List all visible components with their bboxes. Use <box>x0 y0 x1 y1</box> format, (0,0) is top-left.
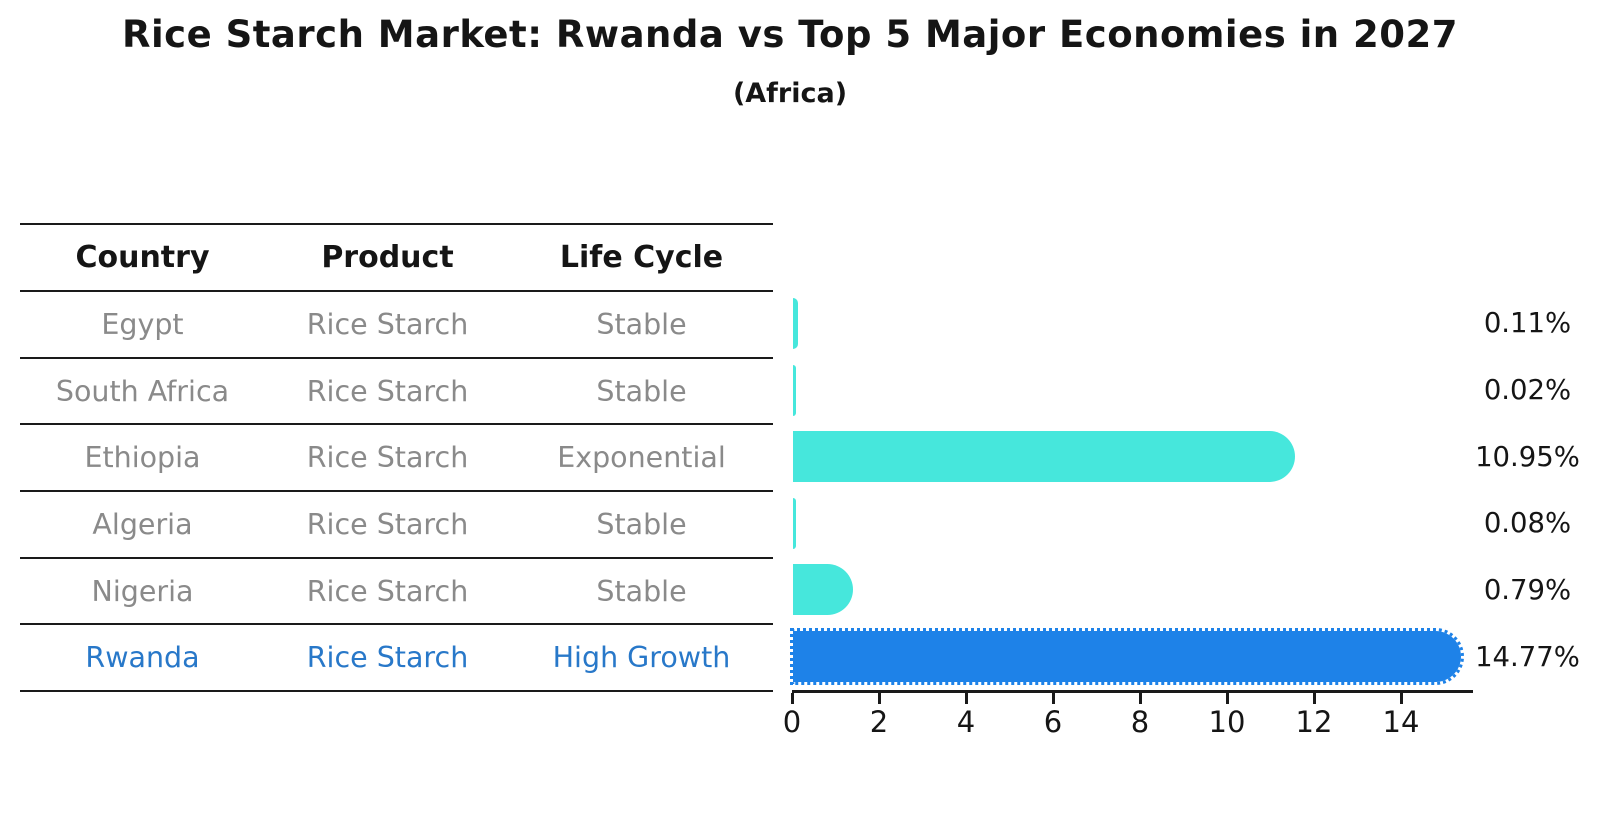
table-row: Ethiopia Rice Starch Exponential <box>20 425 773 493</box>
x-tick-label: 6 <box>1043 705 1063 739</box>
product-cell: Rice Starch <box>306 574 469 608</box>
bar-south-africa <box>793 364 796 416</box>
country-cell: Ethiopia <box>84 441 201 475</box>
x-tick-mark <box>791 693 794 704</box>
table-row: South Africa Rice Starch Stable <box>20 359 773 426</box>
bar-row <box>793 490 1488 557</box>
x-tick-label: 4 <box>956 705 976 739</box>
value-label-nigeria: 0.79% <box>1483 573 1572 606</box>
bar-plot-area <box>789 290 1488 690</box>
x-axis: 0 2 4 6 8 10 12 14 <box>783 690 1473 739</box>
life-cycle-cell: High Growth <box>552 641 731 675</box>
x-tick-mark <box>1400 693 1403 704</box>
value-label-rwanda: 14.77% <box>1475 640 1580 673</box>
bar-algeria <box>793 497 797 549</box>
product-cell: Rice Starch <box>306 374 469 408</box>
country-table: Country Product Life Cycle Egypt Rice St… <box>20 223 773 693</box>
x-tick-mark <box>1139 693 1142 704</box>
x-tick-mark <box>878 693 881 704</box>
value-label-column: 0.11% 0.02% 10.95% 0.08% 0.79% 14.77% <box>1455 290 1600 690</box>
chart-title: Rice Starch Market: Rwanda vs Top 5 Majo… <box>122 13 1458 56</box>
x-tick-label: 2 <box>869 705 889 739</box>
country-cell: Egypt <box>101 307 184 341</box>
column-header-product: Product <box>321 240 454 275</box>
bar-row <box>793 357 1488 424</box>
bar-row <box>793 557 1488 624</box>
chart-subtitle: (Africa) <box>732 78 848 109</box>
x-tick-mark <box>1313 693 1316 704</box>
country-cell: Algeria <box>92 507 193 541</box>
x-tick-mark <box>965 693 968 704</box>
country-cell: South Africa <box>55 374 230 408</box>
bar-rwanda <box>789 628 1465 686</box>
product-cell: Rice Starch <box>306 641 469 675</box>
x-tick-label: 8 <box>1130 705 1150 739</box>
bar-nigeria <box>793 564 854 616</box>
bar-row <box>793 290 1488 357</box>
bar-row <box>793 423 1488 490</box>
column-header-life-cycle: Life Cycle <box>559 240 724 275</box>
bar-egypt <box>793 297 798 349</box>
x-tick-label: 14 <box>1382 705 1420 739</box>
life-cycle-cell: Stable <box>596 307 687 341</box>
table-row-rwanda: Rwanda Rice Starch High Growth <box>20 625 773 693</box>
x-tick-mark <box>1226 693 1229 704</box>
product-cell: Rice Starch <box>306 441 469 475</box>
bar-row <box>789 623 1488 690</box>
life-cycle-cell: Stable <box>596 374 687 408</box>
table-row: Egypt Rice Starch Stable <box>20 292 773 359</box>
value-label-algeria: 0.08% <box>1483 507 1572 540</box>
x-tick-label: 12 <box>1295 705 1333 739</box>
x-tick-mark <box>1052 693 1055 704</box>
life-cycle-cell: Stable <box>596 507 687 541</box>
country-cell: Rwanda <box>85 641 200 675</box>
column-header-country: Country <box>75 240 210 275</box>
table-row: Nigeria Rice Starch Stable <box>20 559 773 626</box>
value-label-ethiopia: 10.95% <box>1475 440 1580 473</box>
life-cycle-cell: Exponential <box>557 441 726 475</box>
product-cell: Rice Starch <box>306 507 469 541</box>
table-header-row: Country Product Life Cycle <box>20 225 773 292</box>
value-label-south-africa: 0.02% <box>1483 374 1572 406</box>
life-cycle-cell: Stable <box>596 574 687 608</box>
product-cell: Rice Starch <box>306 307 469 341</box>
x-tick-label: 0 <box>782 705 802 739</box>
country-cell: Nigeria <box>91 574 194 608</box>
x-tick-label: 10 <box>1208 705 1246 739</box>
table-row: Algeria Rice Starch Stable <box>20 492 773 559</box>
bar-ethiopia <box>793 431 1296 483</box>
value-label-egypt: 0.11% <box>1483 307 1572 340</box>
